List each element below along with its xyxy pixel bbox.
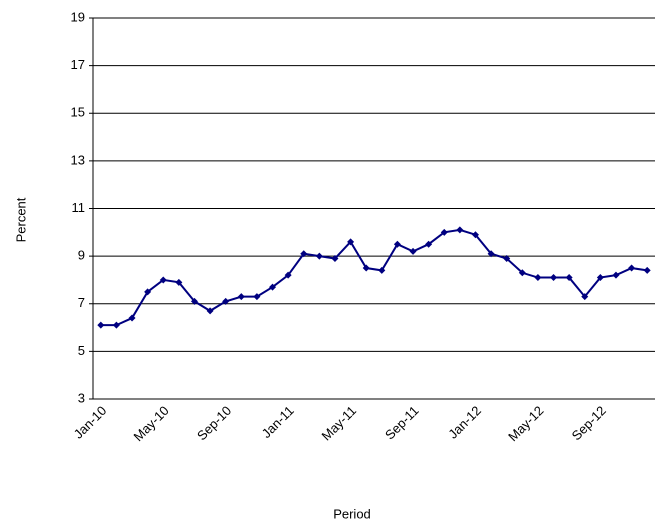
data-point <box>331 255 339 263</box>
data-point <box>175 278 183 286</box>
data-point <box>206 307 214 315</box>
y-tick-label: 19 <box>71 9 85 24</box>
y-tick-label: 7 <box>78 295 85 310</box>
data-point <box>222 297 230 305</box>
data-point <box>550 274 558 282</box>
data-point <box>144 288 152 296</box>
data-point <box>300 250 308 258</box>
data-point <box>471 231 479 239</box>
data-point <box>425 240 433 248</box>
data-point <box>534 274 542 282</box>
data-point <box>237 293 245 301</box>
x-tick-label: Jan-10 <box>71 403 110 442</box>
y-tick-label: 15 <box>71 105 85 120</box>
data-point <box>347 238 355 246</box>
y-tick-label: 5 <box>78 343 85 358</box>
x-tick-label: Sep-10 <box>194 403 234 443</box>
y-tick-label: 13 <box>71 152 85 167</box>
data-point <box>503 255 511 263</box>
data-point <box>269 283 277 291</box>
y-tick-label: 17 <box>71 57 85 72</box>
data-point <box>440 228 448 236</box>
data-point <box>565 274 573 282</box>
data-point <box>518 269 526 277</box>
data-point <box>409 247 417 255</box>
x-tick-label: Sep-11 <box>382 403 422 443</box>
series-line <box>100 228 648 327</box>
data-point <box>378 266 386 274</box>
x-tick-label: May-12 <box>505 403 546 444</box>
data-point <box>128 314 136 322</box>
data-point <box>487 250 495 258</box>
x-tick-label: May-10 <box>131 403 172 444</box>
data-point <box>612 271 620 279</box>
y-tick-label: 3 <box>78 390 85 405</box>
data-point <box>253 293 261 301</box>
data-point <box>362 264 370 272</box>
data-point <box>159 276 167 284</box>
data-point <box>315 252 323 260</box>
y-axis-label: Percent <box>13 197 28 242</box>
data-point <box>643 266 651 274</box>
data-point <box>393 240 401 248</box>
data-point <box>112 321 120 329</box>
data-point <box>284 271 292 279</box>
data-point <box>456 226 464 234</box>
y-tick-label: 11 <box>72 200 86 215</box>
y-tick-label: 9 <box>78 248 85 263</box>
x-axis-label: Period <box>333 506 371 521</box>
data-point <box>581 293 589 301</box>
x-tick-label: Jan-12 <box>445 403 484 442</box>
data-point <box>628 264 636 272</box>
x-tick-label: Sep-12 <box>569 403 609 443</box>
data-point <box>190 297 198 305</box>
data-point <box>97 321 105 329</box>
data-point <box>596 274 604 282</box>
x-tick-label: Jan-11 <box>259 403 297 441</box>
x-tick-label: May-11 <box>319 403 360 444</box>
